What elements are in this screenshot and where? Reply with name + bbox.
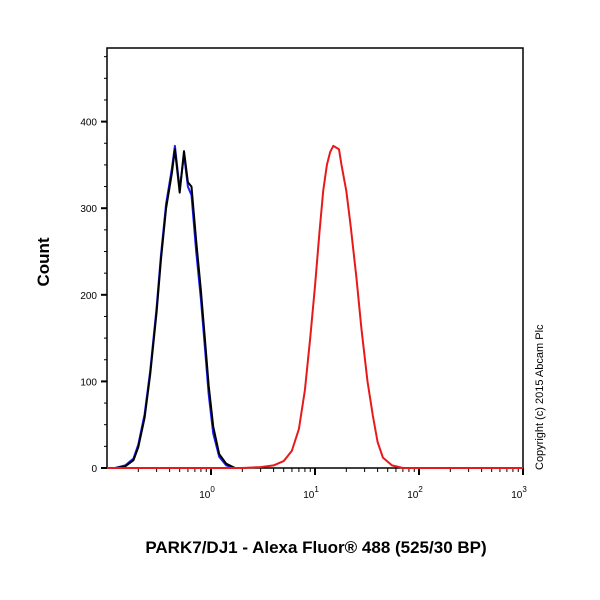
x-tick-label: 103 [511, 485, 527, 501]
x-axis-title: PARK7/DJ1 - Alexa Fluor® 488 (525/30 BP) [145, 538, 486, 557]
y-axis-title: Count [34, 237, 53, 286]
x-tick-label: 100 [199, 485, 215, 501]
x-tick-label: 102 [407, 485, 423, 501]
y-tick-label: 200 [80, 291, 97, 302]
plot-frame [106, 47, 524, 469]
copyright-annotation: Copyright (c) 2015 Abcam Plc [534, 324, 546, 470]
x-tick-label: 101 [303, 485, 319, 501]
y-tick-label: 0 [91, 464, 97, 475]
histogram-series-0 [107, 144, 243, 469]
histogram-series-1 [107, 148, 243, 469]
y-tick-label: 300 [80, 204, 97, 215]
histogram-series-2 [107, 144, 523, 469]
y-tick-label: 100 [80, 377, 97, 388]
y-tick-label: 400 [80, 118, 97, 129]
